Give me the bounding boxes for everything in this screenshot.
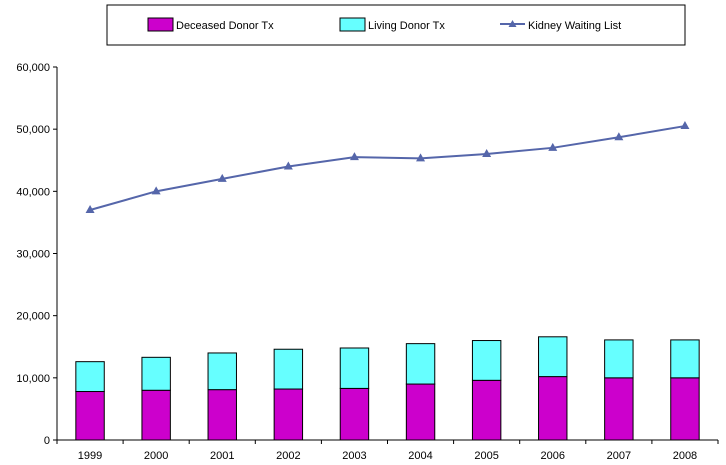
waiting-list-point-2008: [680, 121, 690, 130]
x-tick-label: 2002: [276, 450, 300, 462]
legend-marker-waiting: [508, 20, 517, 27]
y-axis-ticks: 0 10,000 20,000 30,000 40,000 50,000 60,000: [16, 62, 57, 447]
x-tick-label: 2000: [144, 450, 168, 462]
waiting-list-point-2004: [416, 153, 426, 162]
y-tick-label: 20,000: [16, 311, 50, 323]
x-tick-label: 2008: [673, 450, 697, 462]
y-tick-label: 40,000: [16, 186, 50, 198]
bar-deceased-2002: [273, 388, 304, 441]
bar-deceased-2005: [471, 379, 502, 441]
y-tick-label: 50,000: [16, 124, 50, 136]
bar-deceased-2003: [339, 387, 370, 441]
x-tick-label: 2003: [342, 450, 366, 462]
y-tick-label: 60,000: [16, 62, 50, 74]
bar-living-2003: [339, 347, 370, 389]
bar-living-2005: [471, 340, 502, 381]
waiting-list-point-2001: [217, 173, 227, 182]
legend-label-deceased: Deceased Donor Tx: [176, 20, 274, 32]
waiting-list-line: [85, 121, 690, 213]
x-tick-label: 1999: [78, 450, 102, 462]
x-tick-label: 2007: [607, 450, 631, 462]
bar-deceased-1999: [75, 391, 105, 441]
x-tick-label: 2004: [408, 450, 432, 462]
legend-label-living: Living Donor Tx: [368, 20, 445, 32]
x-tick-label: 2001: [210, 450, 234, 462]
bars: [75, 336, 700, 441]
bar-deceased-2004: [405, 383, 436, 441]
bar-living-2001: [207, 352, 237, 391]
legend: Deceased Donor Tx Living Donor Tx Kidney…: [106, 4, 686, 46]
waiting-list-point-1999: [85, 204, 95, 213]
bar-living-2000: [141, 356, 171, 391]
bar-living-2002: [273, 348, 304, 390]
legend-label-waiting: Kidney Waiting List: [528, 20, 621, 32]
x-axis-ticks: 1999 2000 2001 2002 2003 2004 2005 2006 2007 2008: [56, 440, 719, 462]
x-tick-label: 2005: [474, 450, 498, 462]
bar-living-1999: [75, 361, 105, 393]
waiting-list-point-2007: [614, 132, 624, 141]
bar-living-2006: [538, 336, 568, 378]
bar-living-2004: [405, 343, 436, 385]
bar-deceased-2008: [670, 377, 700, 441]
x-tick-label: 2006: [541, 450, 565, 462]
y-tick-label: 0: [44, 435, 50, 447]
bar-deceased-2000: [141, 389, 171, 441]
y-tick-label: 30,000: [16, 249, 50, 261]
waiting-list-point-2003: [349, 152, 359, 161]
bar-living-2007: [604, 339, 634, 379]
waiting-list-point-2005: [482, 149, 492, 158]
waiting-list-point-2000: [151, 186, 161, 195]
y-tick-label: 10,000: [16, 373, 50, 385]
legend-swatch-deceased: [147, 17, 174, 32]
bar-deceased-2006: [538, 376, 568, 441]
legend-swatch-living: [339, 17, 366, 32]
bar-deceased-2001: [207, 389, 237, 441]
legend-box: [106, 4, 686, 46]
bar-living-2008: [670, 339, 700, 379]
waiting-list-polyline: [89, 125, 686, 211]
waiting-list-point-2002: [283, 161, 293, 170]
waiting-list-point-2006: [548, 142, 558, 151]
bar-deceased-2007: [604, 377, 634, 441]
